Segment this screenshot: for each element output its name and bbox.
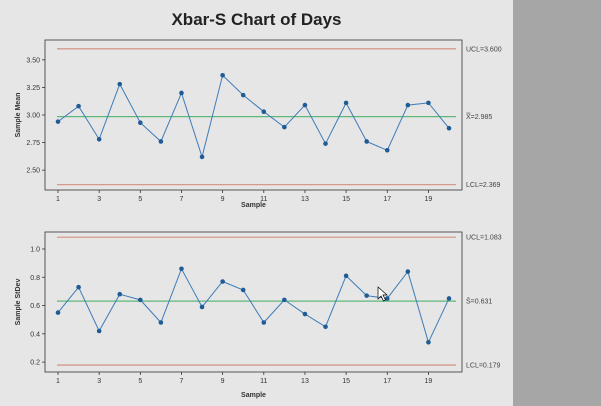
xbar-ytick-label: 3.50: [26, 57, 40, 64]
stdev-ucl-label: UCL=1.083: [466, 235, 502, 242]
xbar-xtick-label: 15: [342, 196, 350, 203]
xbar-data-point: [199, 154, 205, 160]
stdev-xtick-label: 13: [301, 378, 309, 385]
mouse-cursor-icon: [377, 286, 388, 302]
xbar-data-point: [343, 100, 349, 106]
stdev-xtick-label: 3: [97, 378, 101, 385]
stdev-data-point: [364, 293, 369, 298]
xbar-lcl-label: LCL=2.369: [466, 182, 501, 189]
stdev-data-point: [240, 287, 246, 293]
xbar-center-label: X̿=2.985: [465, 112, 492, 121]
stdev-xaxis-label: Sample: [241, 392, 266, 399]
stdev-xtick-label: 11: [260, 378, 267, 385]
xbar-data-point: [426, 100, 431, 106]
xbar-plot-frame: [44, 39, 463, 191]
stdev-ytick-label: 0.6: [30, 303, 40, 310]
xbar-data-point: [179, 90, 184, 96]
stdev-data-point: [158, 320, 164, 325]
stdev-data-point: [302, 311, 308, 317]
stdev-center-label: S̄=0.631: [466, 298, 492, 306]
xbar-data-point: [76, 103, 81, 109]
xbar-xtick-label: 19: [425, 196, 433, 203]
stdev-data-point: [282, 297, 287, 303]
xbar-data-point: [405, 102, 411, 108]
stdev-lcl-label: LCL=0.179: [466, 363, 501, 370]
stdev-data-point: [343, 273, 349, 279]
xbar-ytick-label: 3.25: [26, 85, 40, 92]
xbar-xaxis-label: Sample: [241, 202, 266, 209]
xbar-xtick-label: 13: [301, 196, 309, 203]
side-panel: [513, 0, 601, 406]
xbar-xtick-label: 1: [56, 196, 60, 203]
xbar-xtick-label: 9: [221, 196, 225, 203]
stdev-data-point: [426, 340, 431, 345]
stdev-data-point: [261, 320, 267, 325]
stdev-xtick-label: 15: [342, 378, 350, 385]
xbar-data-point: [138, 120, 143, 126]
xbar-data-point: [96, 136, 102, 142]
xbar-chart: UCL=3.600 X̿=2.985 LCL=2.369 2.50 2.75 3.00 3.…: [15, 39, 502, 209]
xbar-xtick-label: 7: [180, 196, 184, 203]
stdev-plot-frame: [44, 231, 463, 373]
xbar-xtick-label: 5: [138, 196, 142, 203]
stdev-data-point: [55, 310, 61, 315]
xbar-data-point: [302, 102, 308, 108]
xbar-ytick-label: 2.50: [26, 168, 40, 175]
stdev-data-point: [76, 284, 81, 290]
stdev-data-point: [220, 279, 225, 284]
xbar-series-line: [57, 74, 450, 159]
stdev-data-point: [199, 304, 205, 310]
stdev-ytick-label: 0.4: [30, 331, 40, 338]
stdev-data-point: [405, 269, 411, 274]
stdev-ytick-label: 0.8: [30, 275, 40, 282]
stdev-xtick-label: 17: [383, 378, 391, 385]
stdev-ytick-label: 0.2: [30, 360, 40, 367]
xbar-xtick-label: 11: [260, 196, 267, 203]
stdev-data-point: [384, 296, 390, 301]
stdev-data-point: [323, 324, 328, 330]
xbar-data-point: [220, 72, 225, 78]
chart-title: Xbar-S Chart of Days: [171, 10, 342, 29]
xbar-data-point: [261, 109, 267, 114]
stdev-data-point: [117, 291, 123, 297]
xbar-xtick-label: 17: [383, 196, 391, 203]
stdev-data-point: [446, 296, 452, 301]
stdev-chart: UCL=1.083 S̄=0.631 LCL=0.179 0.2 0.4 0.6 0.8 1.…: [15, 231, 502, 399]
xbar-data-point: [323, 141, 328, 146]
xbar-data-point: [282, 124, 287, 130]
stdev-xtick-label: 19: [425, 378, 433, 385]
xbar-data-point: [240, 92, 246, 98]
stdev-data-point: [138, 297, 143, 303]
xbar-data-point: [364, 139, 369, 144]
xbar-xtick-label: 3: [97, 196, 101, 203]
xbar-yaxis-label: Sample Mean: [15, 93, 22, 138]
xbar-data-point: [117, 81, 123, 87]
stdev-data-point: [179, 266, 184, 272]
stdev-yaxis-label: Sample StDev: [15, 279, 22, 326]
stdev-series-line: [57, 267, 450, 344]
stdev-xtick-label: 7: [180, 378, 184, 385]
xbar-data-point: [158, 139, 164, 144]
xbar-ucl-label: UCL=3.600: [466, 46, 502, 53]
xbar-data-point: [384, 147, 390, 153]
xbar-ytick-label: 3.00: [26, 113, 40, 120]
xbar-data-point: [55, 119, 61, 124]
stdev-xtick-label: 1: [56, 378, 60, 385]
stdev-ytick-label: 1.0: [30, 246, 40, 253]
stdev-xtick-label: 5: [138, 378, 142, 385]
stdev-data-point: [96, 328, 102, 334]
stdev-xtick-label: 9: [221, 378, 225, 385]
xbar-ytick-label: 2.75: [26, 140, 40, 147]
xbar-data-point: [446, 125, 452, 131]
